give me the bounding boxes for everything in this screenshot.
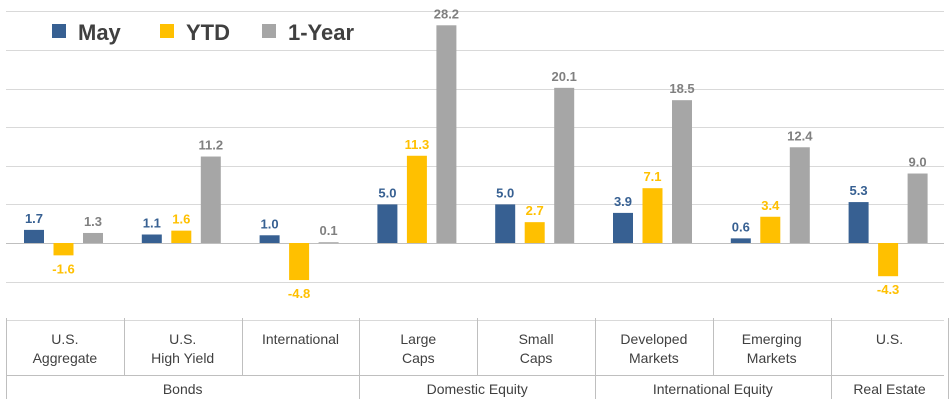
gridlines <box>6 11 944 321</box>
bar-may-7 <box>848 202 869 243</box>
group-label: International Equity <box>653 381 773 397</box>
data-label: 7.1 <box>643 169 661 184</box>
data-label: 0.1 <box>320 223 338 238</box>
category-axis: U.S. Aggregate U.S. High Yield International… <box>6 318 949 399</box>
data-label: -4.3 <box>877 282 899 297</box>
data-label: 11.2 <box>199 138 224 153</box>
data-label: 5.0 <box>378 185 396 200</box>
category-label: U.S. <box>876 331 903 347</box>
bar-1-year-0 <box>83 232 103 243</box>
bar-ytd-3 <box>406 155 427 243</box>
bar-may-5 <box>613 212 633 243</box>
bar-may-3 <box>377 204 398 243</box>
data-label: -4.8 <box>288 286 310 301</box>
data-label: 18.5 <box>669 81 694 96</box>
group-label: Domestic Equity <box>427 381 528 397</box>
category-label: U.S. High Yield <box>151 331 214 366</box>
bar-1-year-7 <box>907 173 928 243</box>
bar-may-6 <box>730 238 751 243</box>
data-label: 1.1 <box>143 216 161 231</box>
group-label: Real Estate <box>853 381 926 397</box>
bar-1-year-4 <box>554 87 575 243</box>
data-label: -1.6 <box>52 261 74 276</box>
bar-1-year-1 <box>200 156 221 243</box>
data-label: 20.1 <box>552 69 577 84</box>
data-labels: 1.7 -1.6 1.3 1.1 1.6 11.2 1.0 -4.8 0.1 5.0 11.3 28.… <box>25 6 927 301</box>
data-label: 12.4 <box>787 128 813 143</box>
bar-ytd-0 <box>53 243 74 256</box>
data-label: 5.3 <box>850 183 868 198</box>
bars <box>24 25 928 281</box>
legend-swatch <box>160 24 174 38</box>
category-label: U.S. Aggregate <box>33 331 98 366</box>
data-label: 11.3 <box>405 137 430 152</box>
legend-label: 1-Year <box>288 20 354 45</box>
legend: May YTD 1-Year <box>52 20 354 45</box>
group-label: Bonds <box>163 381 203 397</box>
data-label: 28.2 <box>434 6 459 21</box>
bar-ytd-5 <box>642 188 663 243</box>
category-label: International <box>262 331 339 347</box>
category-label: Developed Markets <box>620 331 687 366</box>
bar-1-year-2 <box>318 242 339 244</box>
legend-label: May <box>78 20 122 45</box>
data-label: 1.0 <box>261 216 279 231</box>
category-label: Large Caps <box>400 331 436 366</box>
bar-may-1 <box>141 234 162 243</box>
category-label: Small Caps <box>519 331 554 366</box>
data-label: 1.7 <box>25 211 43 226</box>
legend-label: YTD <box>186 20 230 45</box>
bar-1-year-5 <box>672 100 692 244</box>
bar-1-year-3 <box>436 25 457 243</box>
data-label: 5.0 <box>496 185 514 200</box>
legend-swatch <box>262 24 276 38</box>
bar-may-2 <box>259 235 280 243</box>
category-label: Emerging Markets <box>742 331 802 366</box>
data-label: 1.3 <box>84 214 102 229</box>
bar-ytd-7 <box>878 243 899 277</box>
data-label: 3.4 <box>761 198 780 213</box>
data-label: 1.6 <box>172 212 190 227</box>
data-label: 9.0 <box>909 155 927 170</box>
bar-ytd-6 <box>760 216 781 243</box>
bar-ytd-1 <box>171 230 192 243</box>
bar-1-year-6 <box>789 147 810 243</box>
legend-swatch <box>52 24 66 38</box>
bar-may-4 <box>495 204 516 243</box>
data-label: 3.9 <box>614 194 632 209</box>
bar-ytd-2 <box>289 243 310 281</box>
bar-may-0 <box>24 229 44 243</box>
bar-ytd-4 <box>524 222 545 243</box>
data-label: 0.6 <box>732 219 750 234</box>
data-label: 2.7 <box>526 203 544 218</box>
